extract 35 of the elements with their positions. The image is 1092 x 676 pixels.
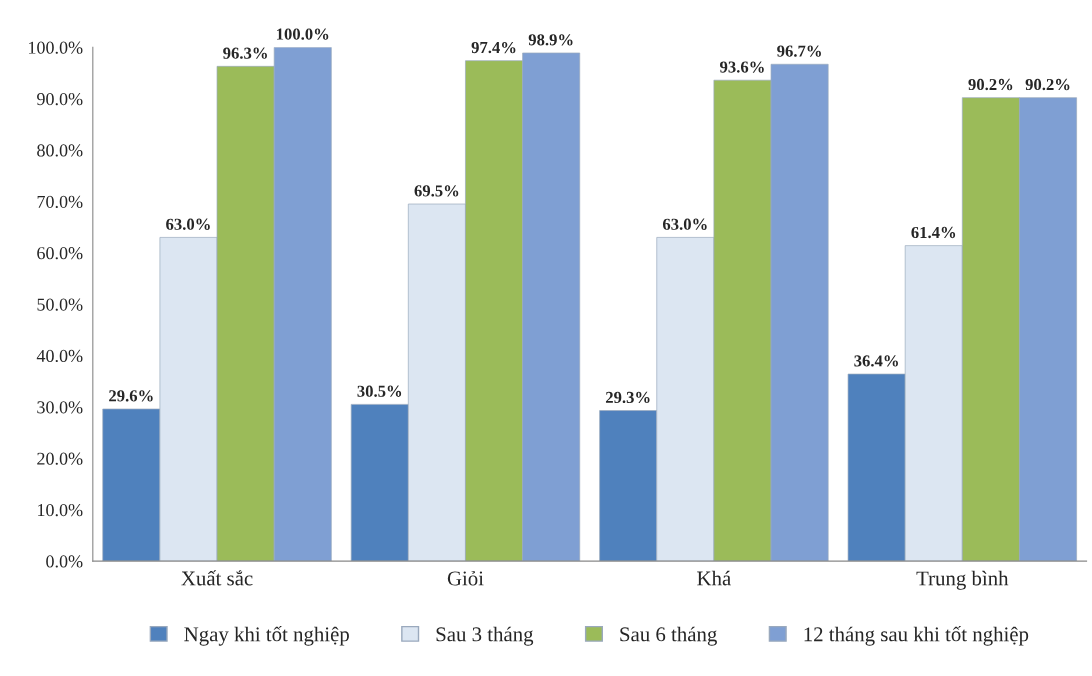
legend-label: Sau 6 tháng <box>620 626 717 646</box>
data-label: 29.6% <box>109 390 153 402</box>
y-tick-label: 70.0% <box>37 195 83 208</box>
y-tick-label: 90.0% <box>37 92 83 106</box>
data-label: 90.2% <box>968 78 1013 91</box>
data-label: 63.0% <box>662 218 707 230</box>
x-tick-label: Khá <box>697 570 731 586</box>
data-label: 30.5% <box>357 385 402 397</box>
y-tick-label: 80.0% <box>37 144 83 157</box>
data-label: 96.3% <box>223 47 267 59</box>
y-tick-label: 20.0% <box>37 452 83 465</box>
x-tick-label: Giỏi <box>447 570 484 586</box>
data-label: 29.3% <box>605 391 650 404</box>
y-tick-label: 50.0% <box>37 298 83 311</box>
data-label: 90.2% <box>1025 78 1070 91</box>
data-label: 63.0% <box>166 218 210 230</box>
data-label: 98.9% <box>528 34 573 46</box>
legend-label: 12 tháng sau khi tốt nghiệp <box>804 626 1029 646</box>
x-tick-label: Trung bình <box>916 570 1009 590</box>
y-tick-label: 10.0% <box>38 503 83 517</box>
y-tick-label: 40.0% <box>36 349 83 363</box>
x-tick-label: Xuất sắc <box>181 570 253 586</box>
legend-label: Ngay khi tốt nghiệp <box>184 626 349 646</box>
data-label: 69.5% <box>414 185 459 197</box>
data-label: 93.6% <box>720 61 764 73</box>
y-tick-label: 30.0% <box>37 401 83 414</box>
data-label: 36.4% <box>854 355 898 367</box>
data-label: 61.4% <box>911 226 956 239</box>
y-tick-label: 100.0% <box>29 41 83 54</box>
legend-label: Sau 3 tháng <box>436 626 534 646</box>
data-label: 96.7% <box>777 45 821 57</box>
y-tick-label: 60.0% <box>37 247 83 260</box>
data-label: 97.4% <box>471 41 516 54</box>
data-label: 100.0% <box>277 28 329 40</box>
y-tick-label: 0.0% <box>46 555 83 568</box>
